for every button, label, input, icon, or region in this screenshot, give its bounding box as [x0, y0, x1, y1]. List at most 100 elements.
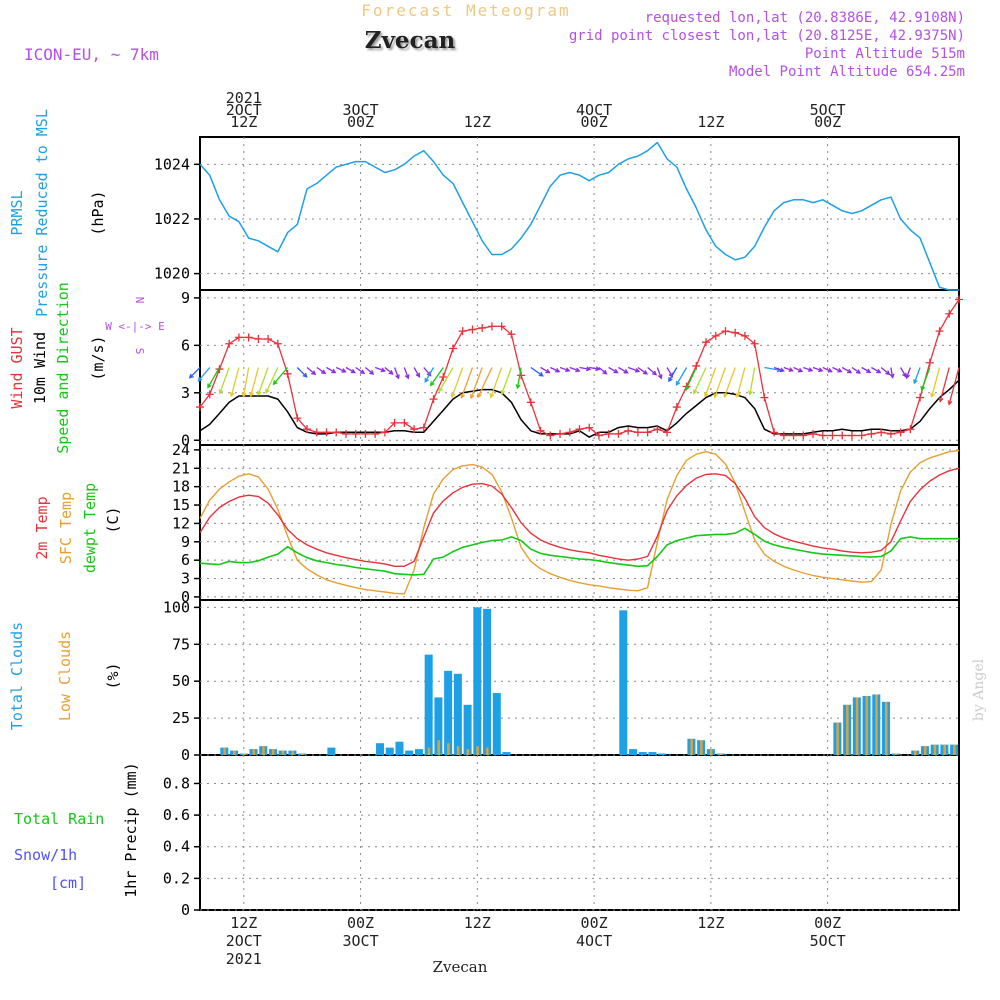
wind-arrow-head [469, 393, 475, 400]
low-cloud-bar [281, 750, 285, 755]
wind-arrow-head [930, 392, 935, 399]
wind-arrow-head [241, 392, 247, 398]
wind-direction-arrow [424, 367, 435, 383]
y-tick-label: 100 [163, 598, 190, 616]
time-label-bottom: 4OCT [576, 932, 612, 950]
temp-2m-line [199, 467, 960, 567]
wind-gust-marker [419, 423, 428, 432]
wind-direction-arrow [413, 367, 420, 377]
wind-arrow-head [575, 367, 581, 373]
wind-gust-marker [604, 429, 613, 438]
wind-gust-marker [886, 429, 895, 438]
low-cloud-bar [933, 744, 937, 755]
y-tick-label: 21 [172, 459, 190, 477]
wind-gust-marker [663, 428, 672, 437]
y-tick-label: 1022 [154, 210, 190, 228]
wind-arrow-head [885, 370, 891, 376]
wind-gust-marker [770, 428, 779, 437]
total-cloud-bar [376, 743, 385, 755]
wind-gust-marker [614, 429, 623, 438]
wind-arrow-head [489, 393, 495, 399]
wind-arrow-head [748, 390, 753, 396]
wind-direction-arrow [530, 366, 544, 377]
wind-direction-arrow [851, 366, 861, 374]
time-label-top: 5OCT [810, 101, 846, 119]
wind-arrow-head [350, 368, 356, 374]
wind-direction-arrow [841, 366, 852, 374]
low-cloud-bar [456, 746, 460, 755]
wind-gust-marker [847, 431, 856, 440]
low-cloud-bar [233, 750, 236, 755]
wind-arrow-head [788, 367, 794, 372]
wind-arrow-head [685, 385, 690, 391]
time-label-bottom: 2021 [226, 950, 262, 968]
low-cloud-bar [700, 740, 703, 755]
pressure-panel [199, 136, 960, 291]
wind-direction-arrow [384, 367, 394, 375]
total-cloud-bar [424, 654, 433, 755]
wind-direction-arrow [793, 366, 803, 373]
wind-direction-arrow [265, 367, 279, 393]
wind-direction-arrow [569, 366, 580, 372]
wind-gust-marker [633, 428, 642, 437]
low-cloud-bar [447, 743, 450, 755]
wind-direction-arrow [430, 367, 444, 386]
wind-direction-arrow [598, 367, 607, 375]
wind-arrow-head [388, 370, 394, 375]
wind-gust-marker [916, 393, 925, 402]
wind-arrow-head [500, 389, 506, 396]
wind-gust-marker [877, 428, 886, 437]
wind-arrow-head [797, 367, 804, 373]
y-tick-label: 0 [181, 901, 190, 919]
precip-panel [199, 754, 960, 911]
wind-direction-arrow [306, 367, 316, 375]
low-cloud-bar [242, 753, 246, 755]
wind-arrow-head [623, 369, 629, 374]
total-cloud-bar [619, 610, 628, 755]
wind-direction-arrow [355, 366, 365, 374]
time-label-bottom: 3OCT [342, 932, 378, 950]
wind-direction-arrow [905, 367, 911, 379]
y-tick-label: 0 [181, 746, 190, 764]
wind-direction-arrow [668, 367, 678, 382]
wind-direction-arrow [714, 367, 727, 398]
wind-direction-arrow [871, 366, 881, 374]
low-cloud-bar [865, 695, 869, 755]
wind-gust-marker [945, 309, 954, 318]
wind-gust-marker [575, 425, 584, 434]
low-cloud-bar [943, 744, 946, 755]
time-label-bottom: 5OCT [810, 932, 846, 950]
wind-direction-arrow [335, 366, 346, 373]
wind-arrow-head [855, 369, 862, 374]
wind-arrow-head [430, 381, 435, 387]
y-tick-label: 1020 [154, 265, 190, 283]
wind-gust-marker [702, 338, 710, 347]
wind-gust-marker [293, 414, 302, 423]
wind-gust-marker [556, 429, 565, 438]
total-cloud-bar [658, 753, 667, 755]
wind-direction-arrow [948, 367, 960, 405]
dewpoint-line [199, 527, 959, 576]
wind-direction-arrow [803, 366, 813, 372]
low-cloud-bar [486, 747, 489, 755]
wind-gust-marker [478, 323, 487, 332]
low-cloud-bar [894, 753, 898, 755]
wind-arrow-head [395, 374, 400, 380]
wind-direction-arrow [921, 367, 931, 391]
wind-arrow-head [311, 370, 317, 376]
time-label-bottom: 00Z [814, 914, 841, 932]
wind-gust-marker [935, 327, 944, 336]
wind-arrow-head [905, 373, 911, 380]
wind-arrow-head [723, 392, 728, 399]
low-cloud-bar [223, 747, 226, 755]
wind-arrow-head [477, 392, 482, 399]
wind-direction-arrow [693, 367, 707, 394]
wind-gust-marker [507, 330, 516, 339]
pressure-line [199, 141, 959, 291]
time-label-bottom: 12Z [230, 914, 257, 932]
wind-gust-marker [857, 431, 866, 440]
total-cloud-bar [473, 607, 482, 755]
wind-direction-arrow [207, 367, 221, 388]
